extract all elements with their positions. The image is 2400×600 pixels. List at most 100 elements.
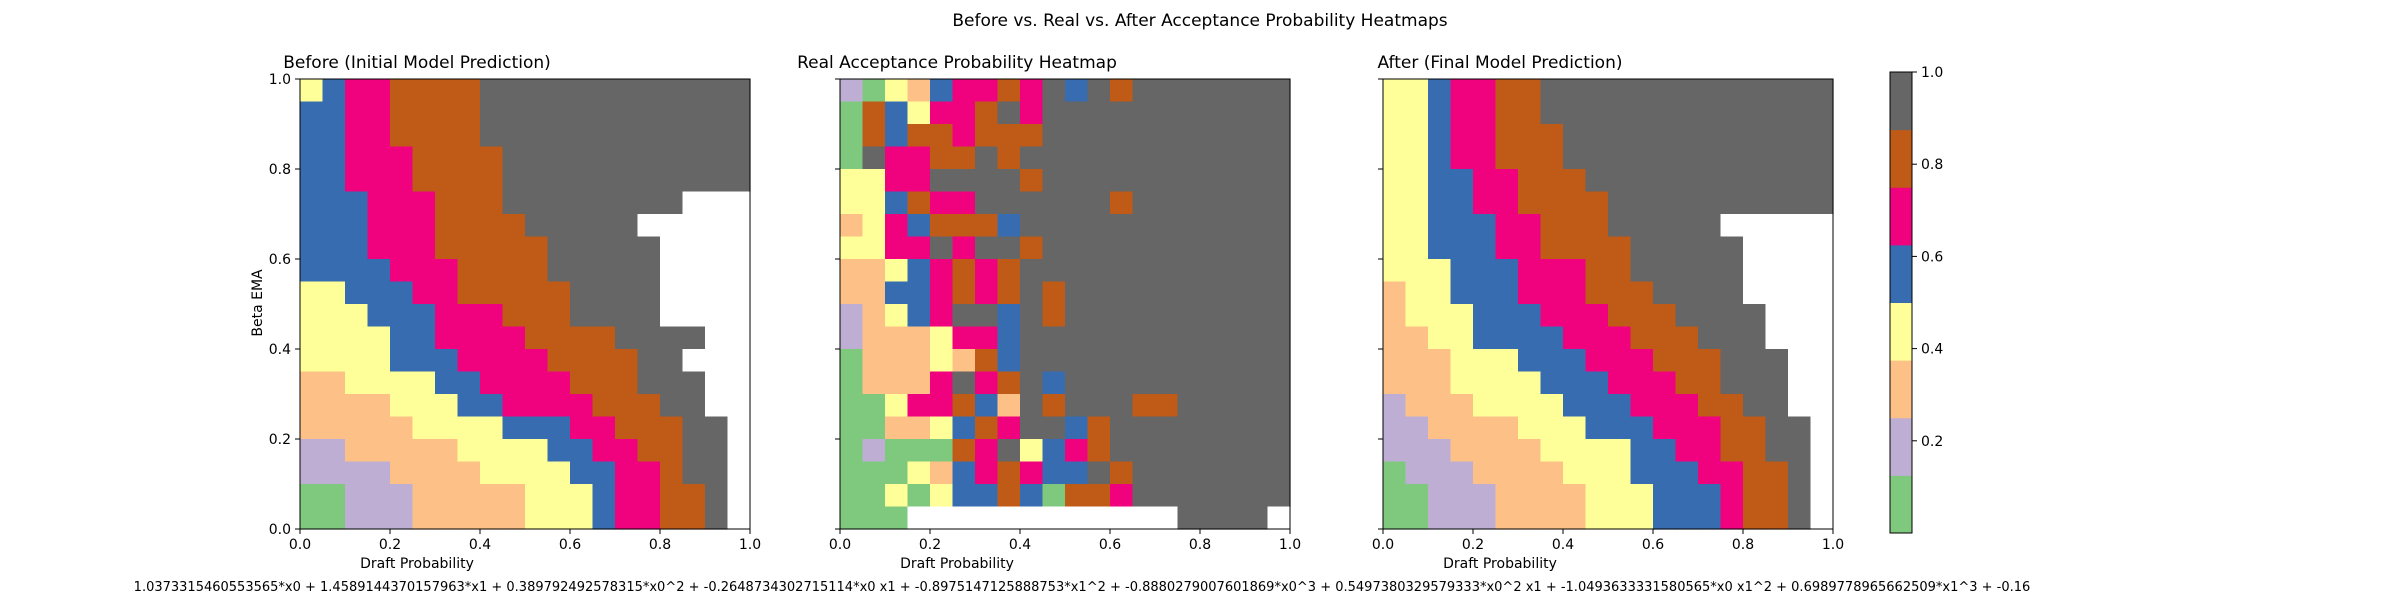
- heatmap-cell: [1698, 79, 1722, 103]
- heatmap-cell: [840, 191, 864, 215]
- heatmap-cell: [300, 169, 324, 193]
- heatmap-cell: [907, 101, 931, 125]
- heatmap-cell: [525, 146, 549, 170]
- heatmap-cell: [727, 484, 751, 508]
- heatmap-cell: [1042, 101, 1066, 125]
- heatmap-cell: [1563, 484, 1587, 508]
- heatmap-cell: [1383, 349, 1407, 373]
- heatmap-cell: [345, 416, 369, 440]
- heatmap-cell: [1087, 371, 1111, 395]
- heatmap-cell: [840, 326, 864, 350]
- heatmap-cell: [1383, 281, 1407, 305]
- heatmap-cell: [1518, 236, 1542, 260]
- heatmap-cell: [457, 101, 481, 125]
- heatmap-cell: [592, 371, 616, 395]
- heatmap-cell: [457, 191, 481, 215]
- heatmap-cell: [727, 281, 751, 305]
- heatmap-cell: [1042, 79, 1066, 103]
- heatmap-cell: [547, 236, 571, 260]
- heatmap-cell: [862, 394, 886, 418]
- heatmap-cell: [862, 371, 886, 395]
- heatmap-cell: [300, 124, 324, 148]
- heatmap-cell: [862, 484, 886, 508]
- heatmap-cell: [525, 124, 549, 148]
- heatmap-cell: [1245, 146, 1269, 170]
- heatmap-cell: [1743, 259, 1767, 283]
- heatmap-cell: [1518, 101, 1542, 125]
- heatmap-cell: [1087, 394, 1111, 418]
- heatmap-cell: [525, 101, 549, 125]
- heatmap-cell: [480, 439, 504, 463]
- heatmap-cell: [1563, 169, 1587, 193]
- heatmap-cell: [1405, 416, 1429, 440]
- heatmap-cell: [1765, 281, 1789, 305]
- heatmap-cell: [345, 259, 369, 283]
- heatmap-cell: [480, 326, 504, 350]
- heatmap-cell: [570, 259, 594, 283]
- heatmap-cell: [1428, 236, 1452, 260]
- heatmap-cell: [615, 259, 639, 283]
- heatmap-cell: [435, 484, 459, 508]
- heatmap-cell: [457, 439, 481, 463]
- heatmap-cell: [412, 146, 436, 170]
- heatmap-cell: [592, 146, 616, 170]
- heatmap-cell: [525, 214, 549, 238]
- heatmap-cell: [997, 101, 1021, 125]
- heatmap-cell: [1383, 259, 1407, 283]
- heatmap-cell: [570, 214, 594, 238]
- heatmap-cell: [1042, 394, 1066, 418]
- heatmap-cell: [1267, 349, 1291, 373]
- heatmap-cell: [1065, 326, 1089, 350]
- x-tick-label: 0.4: [469, 537, 491, 553]
- heatmap-cell: [1177, 326, 1201, 350]
- heatmap-cell: [1585, 394, 1609, 418]
- heatmap-cell: [1428, 394, 1452, 418]
- heatmap-cell: [1267, 169, 1291, 193]
- heatmap-cell: [1020, 169, 1044, 193]
- heatmap-cell: [1383, 326, 1407, 350]
- heatmap-cell: [930, 506, 954, 530]
- heatmap-cell: [1042, 371, 1066, 395]
- heatmap-cell: [547, 506, 571, 530]
- heatmap-cell: [637, 304, 661, 328]
- heatmap-cell: [885, 191, 909, 215]
- heatmap-cell: [1245, 304, 1269, 328]
- heatmap-cell: [1563, 124, 1587, 148]
- heatmap-cell: [930, 259, 954, 283]
- heatmap-cell: [1765, 416, 1789, 440]
- heatmap-cell: [1563, 416, 1587, 440]
- heatmap-cell: [525, 484, 549, 508]
- heatmap-cell: [1495, 394, 1519, 418]
- heatmap-cell: [660, 169, 684, 193]
- heatmap-cell: [570, 281, 594, 305]
- heatmap-cell: [1020, 304, 1044, 328]
- heatmap-cell: [322, 461, 346, 485]
- heatmap-cell: [1743, 214, 1767, 238]
- heatmap-cell: [525, 394, 549, 418]
- heatmap-cell: [1765, 326, 1789, 350]
- axes-frame: [299, 78, 751, 530]
- heatmap-cell: [1132, 371, 1156, 395]
- heatmap-cell: [952, 281, 976, 305]
- heatmap-cell: [412, 169, 436, 193]
- heatmap-cell: [1698, 394, 1722, 418]
- x-tick-label: 1.0: [1822, 537, 1844, 553]
- heatmap-cell: [907, 214, 931, 238]
- heatmap-cell: [570, 191, 594, 215]
- heatmap-cell: [1110, 484, 1134, 508]
- heatmap-cell: [1518, 394, 1542, 418]
- heatmap-cell: [1200, 506, 1224, 530]
- heatmap-cell: [412, 506, 436, 530]
- heatmap-cell: [1675, 371, 1699, 395]
- heatmap-cell: [1155, 236, 1179, 260]
- heatmap-cell: [1110, 236, 1134, 260]
- heatmap-cell: [615, 416, 639, 440]
- heatmap-cell: [1222, 236, 1246, 260]
- heatmap-cell: [1788, 124, 1812, 148]
- heatmap-cell: [1200, 371, 1224, 395]
- heatmap-cell: [885, 101, 909, 125]
- heatmap-cell: [615, 349, 639, 373]
- heatmap-cell: [1383, 101, 1407, 125]
- heatmap-cell: [1788, 101, 1812, 125]
- heatmap-cell: [570, 461, 594, 485]
